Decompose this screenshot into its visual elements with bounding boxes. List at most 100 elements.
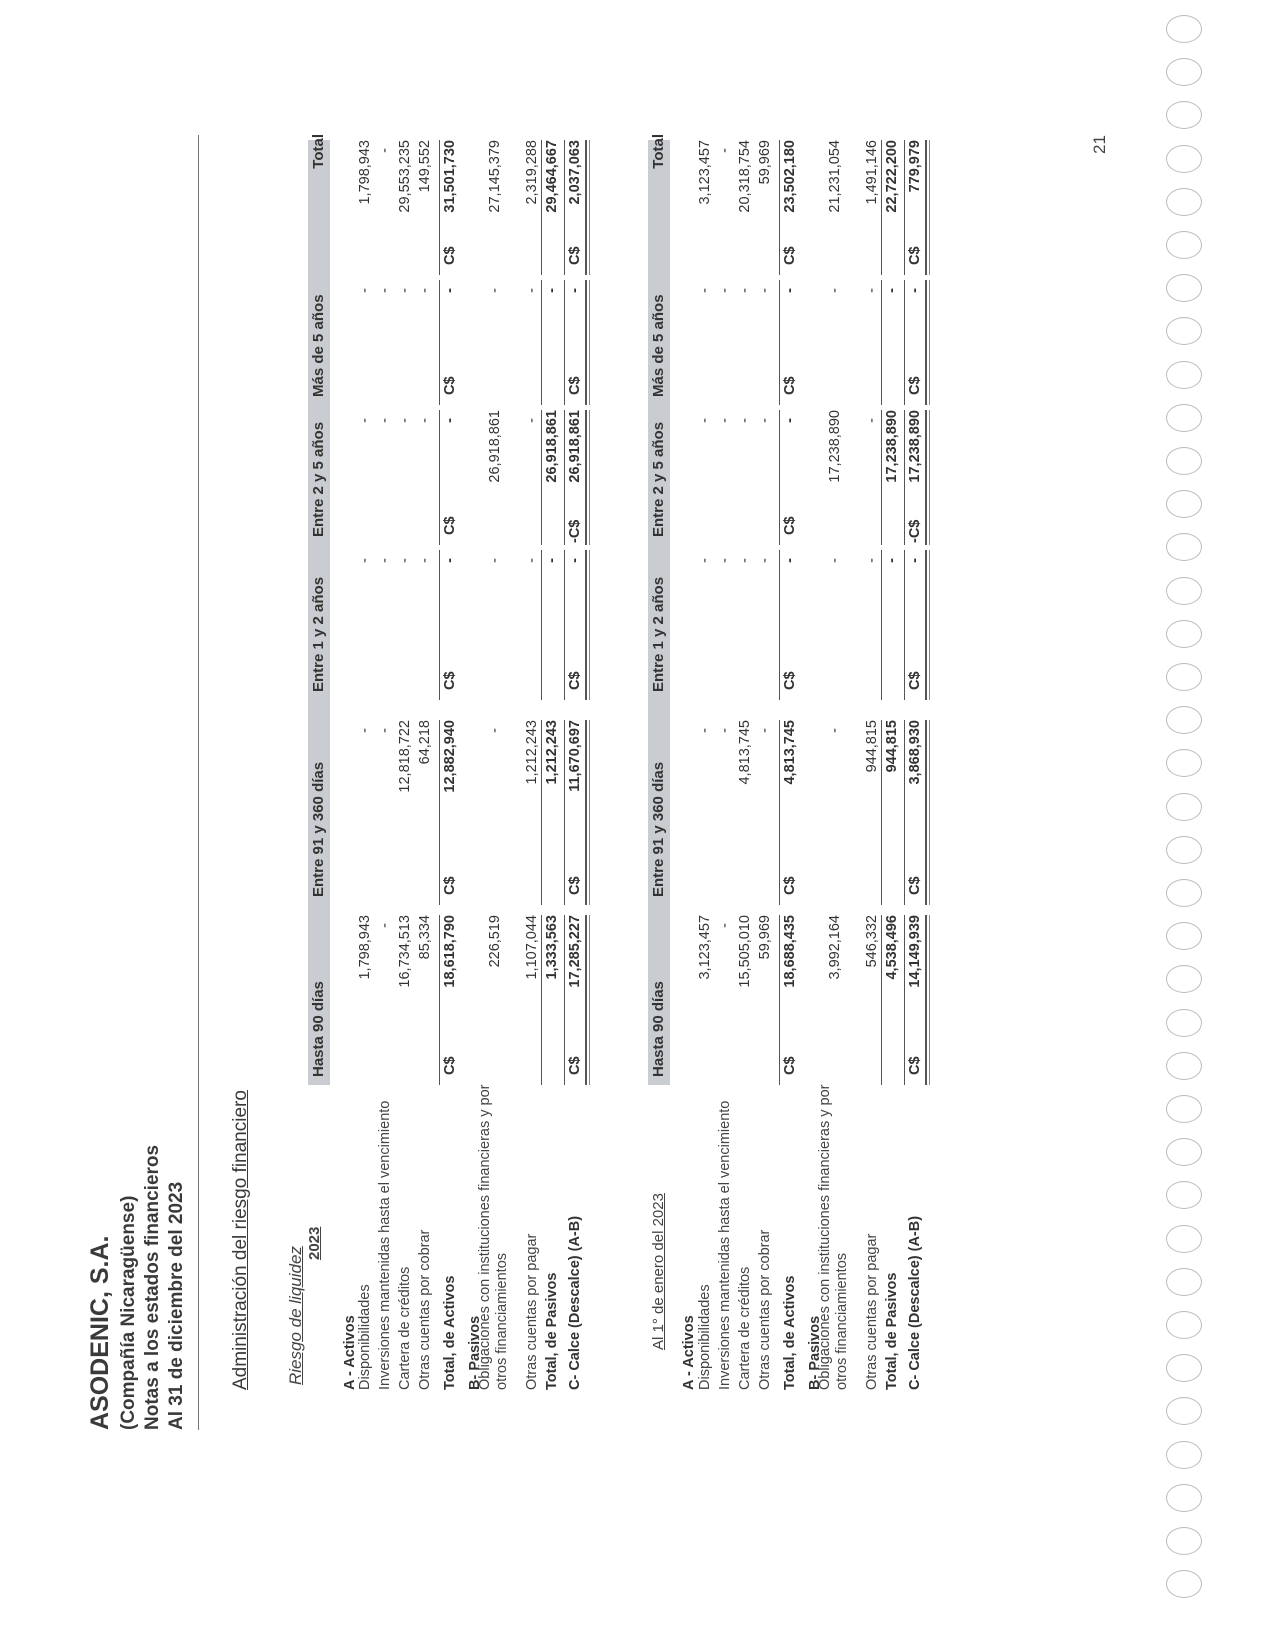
sum-line xyxy=(564,280,565,405)
cell-value: 1,798,943 xyxy=(357,915,373,980)
cell-value: 3,123,457 xyxy=(697,140,713,205)
cell-value: - xyxy=(357,558,373,563)
binder-hole-icon xyxy=(1166,1181,1202,1210)
currency-symbol: C$ xyxy=(782,876,798,895)
cell-value: - xyxy=(782,288,798,293)
cell-value: - xyxy=(442,288,458,293)
currency-symbol: C$ xyxy=(782,246,798,265)
cell-value: - xyxy=(487,728,503,733)
cell-value: - xyxy=(907,558,923,563)
binder-hole-icon xyxy=(1166,101,1202,130)
binder-hole-icon xyxy=(1166,619,1202,648)
table-row: Disponibilidades 3,123,457 - - - - 3,123,457 xyxy=(696,0,715,1650)
cell-value: 18,618,790 xyxy=(442,915,458,988)
cell-value: - xyxy=(737,418,753,423)
row-label: Otras cuentas por cobrar xyxy=(757,1229,773,1390)
cell-value: 3,123,457 xyxy=(697,915,713,980)
header-divider xyxy=(198,135,199,1430)
currency-symbol: -C$ xyxy=(907,519,923,543)
table-row: C- Calce (Descalce) (A-B) C$ 14,149,939 C$ 3… xyxy=(904,0,930,1650)
column-header: Total xyxy=(650,134,667,169)
row-label: Disponibilidades xyxy=(357,1284,373,1390)
binder-hole-icon xyxy=(1166,274,1202,303)
sum-line xyxy=(439,140,440,275)
currency-symbol: C$ xyxy=(782,376,798,395)
cell-value: - xyxy=(357,728,373,733)
table-row: Obligaciones con instituciones financier… xyxy=(476,0,510,1650)
row-label: Inversiones mantenidas hasta el vencimie… xyxy=(717,1100,733,1390)
sum-line xyxy=(564,720,565,905)
column-header: Entre 2 y 5 años xyxy=(310,421,327,537)
binder-hole-icon xyxy=(1166,1397,1202,1426)
currency-symbol: -C$ xyxy=(567,519,583,543)
cell-value: - xyxy=(864,288,880,293)
sum-line xyxy=(779,140,780,275)
cell-value: 23,502,180 xyxy=(782,140,798,213)
cell-value: - xyxy=(442,558,458,563)
sum-line xyxy=(779,550,780,700)
row-label: Disponibilidades xyxy=(697,1284,713,1390)
row-label: Otras cuentas por pagar xyxy=(524,1233,540,1390)
binder-hole-icon xyxy=(1166,922,1202,951)
binder-hole-icon xyxy=(1166,1138,1202,1167)
cell-value: - xyxy=(377,923,393,928)
column-header: Total xyxy=(310,134,327,169)
cell-value: - xyxy=(357,418,373,423)
cell-value: 1,212,243 xyxy=(524,720,540,785)
currency-symbol: C$ xyxy=(907,376,923,395)
double-underline xyxy=(925,140,930,275)
sum-line xyxy=(904,140,905,275)
sum-line xyxy=(779,915,780,1085)
cell-value: - xyxy=(567,558,583,563)
binder-hole-icon xyxy=(1166,317,1202,346)
cell-value: 85,334 xyxy=(417,915,433,960)
row-label: Total, de Activos xyxy=(782,1275,798,1390)
sum-line xyxy=(904,550,905,700)
double-underline xyxy=(925,915,930,1085)
cell-value: - xyxy=(907,288,923,293)
table-row: Total, de Activos C$ 18,618,790 C$ 12,882,94… xyxy=(439,0,460,1650)
cell-value: 2,037,063 xyxy=(567,140,583,205)
binder-hole-icon xyxy=(1166,1440,1202,1469)
cell-value: 3,868,930 xyxy=(907,720,923,785)
row-label: Otras cuentas por pagar xyxy=(864,1233,880,1390)
cell-value: 1,491,146 xyxy=(864,140,880,205)
double-underline xyxy=(585,280,590,405)
notes-title: Notas a los estados financieros xyxy=(142,1144,163,1430)
cell-value: - xyxy=(782,418,798,423)
cell-value: - xyxy=(377,148,393,153)
double-underline xyxy=(585,915,590,1085)
double-underline xyxy=(925,410,930,545)
cell-value: - xyxy=(782,558,798,563)
cell-value: 26,918,861 xyxy=(487,410,503,483)
report-date: Al 31 de diciembre del 2023 xyxy=(166,1181,187,1430)
sum-line xyxy=(881,720,882,905)
row-label: Cartera de créditos xyxy=(397,1266,413,1390)
currency-symbol: C$ xyxy=(567,1056,583,1075)
column-header: Entre 91 y 360 días xyxy=(650,761,667,897)
cell-value: 3,992,164 xyxy=(827,915,843,980)
cell-value: - xyxy=(524,418,540,423)
sum-line xyxy=(881,550,882,700)
cell-value: - xyxy=(884,558,900,563)
cell-value: 1,212,243 xyxy=(544,720,560,785)
row-label: Otras cuentas por cobrar xyxy=(417,1229,433,1390)
cell-value: 17,285,227 xyxy=(567,915,583,988)
cell-value: 17,238,890 xyxy=(907,410,923,483)
cell-value: 59,969 xyxy=(757,140,773,185)
cell-value: - xyxy=(697,558,713,563)
currency-symbol: C$ xyxy=(907,1056,923,1075)
cell-value: 779,979 xyxy=(907,140,923,193)
currency-symbol: C$ xyxy=(567,376,583,395)
double-underline xyxy=(925,550,930,700)
company-subtitle: (Compañía Nicaragüense) xyxy=(118,1195,139,1430)
currency-symbol: C$ xyxy=(442,516,458,535)
company-name: ASODENIC, S.A. xyxy=(86,1235,114,1430)
cell-value: 29,553,235 xyxy=(397,140,413,213)
row-label: Inversiones mantenidas hasta el vencimie… xyxy=(377,1100,393,1390)
table-row: Otras cuentas por cobrar 85,334 64,218 - - - 1… xyxy=(416,0,435,1650)
cell-value: - xyxy=(827,728,843,733)
row-label: Obligaciones con instituciones financier… xyxy=(477,1084,493,1390)
sum-line xyxy=(881,410,882,545)
column-header: Hasta 90 días xyxy=(650,981,667,1077)
